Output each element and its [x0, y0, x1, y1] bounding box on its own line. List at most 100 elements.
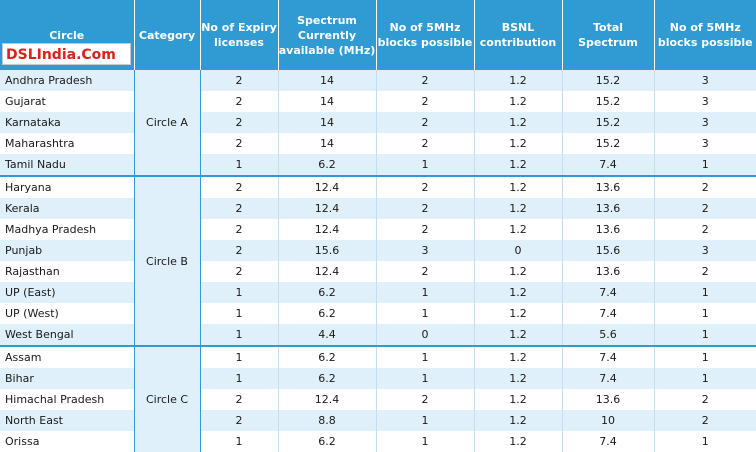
table-row: Andhra Pradesh Circle A 2 14 2 1.2 15.2 3 [0, 70, 756, 176]
bsnl-cell: 1.2 [474, 91, 563, 112]
blocks-total-cell: 2 [701, 265, 709, 278]
circle-name-cell: UP (West) [0, 303, 135, 324]
blocks-cell: 2 [376, 112, 475, 133]
blocks-cell: 1 [376, 410, 475, 431]
circle-name-cell: Maharashtra [0, 133, 135, 154]
total-cell: 7.4 [562, 431, 655, 452]
expiry-cell: 2 [200, 240, 279, 261]
spectrum-cell: 14 [278, 70, 377, 91]
circle-name-cell: Punjab [0, 240, 135, 261]
blocks-total-cell: 1 [701, 307, 709, 320]
category-cell: Circle A [134, 70, 201, 176]
spectrum-cell: 14 [278, 133, 377, 154]
blocks-cell: 2 [376, 133, 475, 154]
bsnl-cell: 1.2 [474, 198, 563, 219]
spectrum-cell: 12.4 [278, 261, 377, 282]
expiry-cell: 2 [200, 219, 279, 240]
expiry-cell: 1 [200, 431, 279, 452]
blocks-total-cell: 1 [654, 324, 756, 346]
bsnl-cell: 1.2 [474, 282, 563, 303]
table-row: Karnataka 2 14 2 1.2 15.2 3 [0, 112, 756, 133]
spectrum-cell: 6.2 [278, 368, 377, 389]
blocks-cell: 1 [376, 282, 475, 303]
bsnl-cell: 1.2 [474, 368, 563, 389]
total-cell: 13.6 [562, 198, 655, 219]
circle-name-cell: Bihar [0, 368, 135, 389]
expiry-cell: 2 [200, 261, 279, 282]
bsnl-cell: 1.2 [474, 324, 563, 346]
blocks-cell: 2 [376, 261, 475, 282]
table-row: Orissa 1 6.2 1 1.2 7.4 1 [0, 431, 756, 452]
bsnl-cell: 1.2 [474, 112, 563, 133]
spectrum-cell: 6.2 [278, 303, 377, 324]
expiry-cell: 2 [200, 410, 279, 431]
spectrum-cell: 14 [278, 112, 377, 133]
table-row: Gujarat 2 14 2 1.2 15.2 3 [0, 91, 756, 112]
spectrum-cell: 12.4 [278, 389, 377, 410]
circle-name-cell: Kerala [0, 198, 135, 219]
total-cell: 13.6 [562, 389, 655, 410]
table-row: UP (West) 1 6.2 1 1.2 7.4 1 [0, 303, 756, 324]
spectrum-cell: 12.4 [278, 219, 377, 240]
total-cell: 13.6 [562, 219, 655, 240]
total-cell: 10 [562, 410, 655, 431]
blocks-total-cell: 1 [654, 345, 756, 368]
blocks-cell: 2 [376, 70, 475, 91]
spectrum-cell: 12.4 [278, 175, 377, 198]
table-row: Rajasthan 2 12.4 2 1.2 13.6 2 [0, 261, 756, 282]
expiry-cell: 1 [200, 303, 279, 324]
bsnl-cell: 1.2 [474, 261, 563, 282]
blocks-cell: 2 [376, 219, 475, 240]
table-row: Haryana Circle B 2 12.4 2 1.2 13.6 2 [0, 175, 756, 346]
table-row: North East 2 8.8 1 1.2 10 2 [0, 410, 756, 431]
total-cell: 15.2 [562, 112, 655, 133]
total-cell: 15.6 [562, 240, 655, 261]
total-cell: 15.2 [562, 91, 655, 112]
table-row: Assam Circle C 1 6.2 1 1.2 7.4 1 [0, 345, 756, 452]
circle-name-cell: Assam [0, 345, 135, 368]
table-row: Madhya Pradesh 2 12.4 2 1.2 13.6 2 [0, 219, 756, 240]
blocks-cell: 2 [376, 198, 475, 219]
header-row: Circle DSLIndia.Com Category No of Expir… [0, 0, 756, 70]
blocks-cell: 3 [376, 240, 475, 261]
bsnl-cell: 1.2 [474, 70, 563, 91]
table-row: Kerala 2 12.4 2 1.2 13.6 2 [0, 198, 756, 219]
total-cell: 7.4 [562, 368, 655, 389]
bsnl-cell: 1.2 [474, 431, 563, 452]
expiry-cell: 1 [200, 154, 279, 176]
blocks-total-cell: 1 [701, 435, 709, 448]
header-expiry-licenses: No of Expiry licenses [200, 0, 279, 70]
dslindia-watermark: DSLIndia.Com [2, 43, 131, 65]
blocks-cell: 1 [376, 303, 475, 324]
circle-name-cell: Tamil Nadu [0, 154, 135, 176]
circle-name-cell: Andhra Pradesh [0, 70, 135, 91]
circle-name-cell: Gujarat [0, 91, 135, 112]
total-cell: 7.4 [562, 345, 655, 368]
header-category: Category [134, 0, 201, 70]
circle-name-cell: Orissa [0, 431, 135, 452]
total-cell: 5.6 [562, 324, 655, 346]
circle-name-cell: Madhya Pradesh [0, 219, 135, 240]
blocks-cell: 2 [376, 175, 475, 198]
header-spectrum-available: Spectrum Currently available (MHz) [278, 0, 377, 70]
blocks-cell: 1 [376, 368, 475, 389]
expiry-cell: 2 [200, 133, 279, 154]
bsnl-cell: 1.2 [474, 303, 563, 324]
blocks-cell: 1 [376, 431, 475, 452]
blocks-total-cell: 3 [654, 70, 756, 91]
total-cell: 13.6 [562, 175, 655, 198]
spectrum-cell: 12.4 [278, 198, 377, 219]
spectrum-cell: 6.2 [278, 431, 377, 452]
bsnl-cell: 0 [474, 240, 563, 261]
circle-name-cell: North East [0, 410, 135, 431]
table-row: Tamil Nadu 1 6.2 1 1.2 7.4 1 [0, 154, 756, 176]
blocks-cell: 1 [376, 345, 475, 368]
header-circle-label: Circle [49, 29, 85, 42]
circle-name-cell: Rajasthan [0, 261, 135, 282]
expiry-cell: 1 [200, 345, 279, 368]
expiry-cell: 2 [200, 112, 279, 133]
spectrum-cell: 15.6 [278, 240, 377, 261]
blocks-total-cell: 2 [701, 223, 709, 236]
expiry-cell: 2 [200, 91, 279, 112]
blocks-cell: 2 [376, 91, 475, 112]
